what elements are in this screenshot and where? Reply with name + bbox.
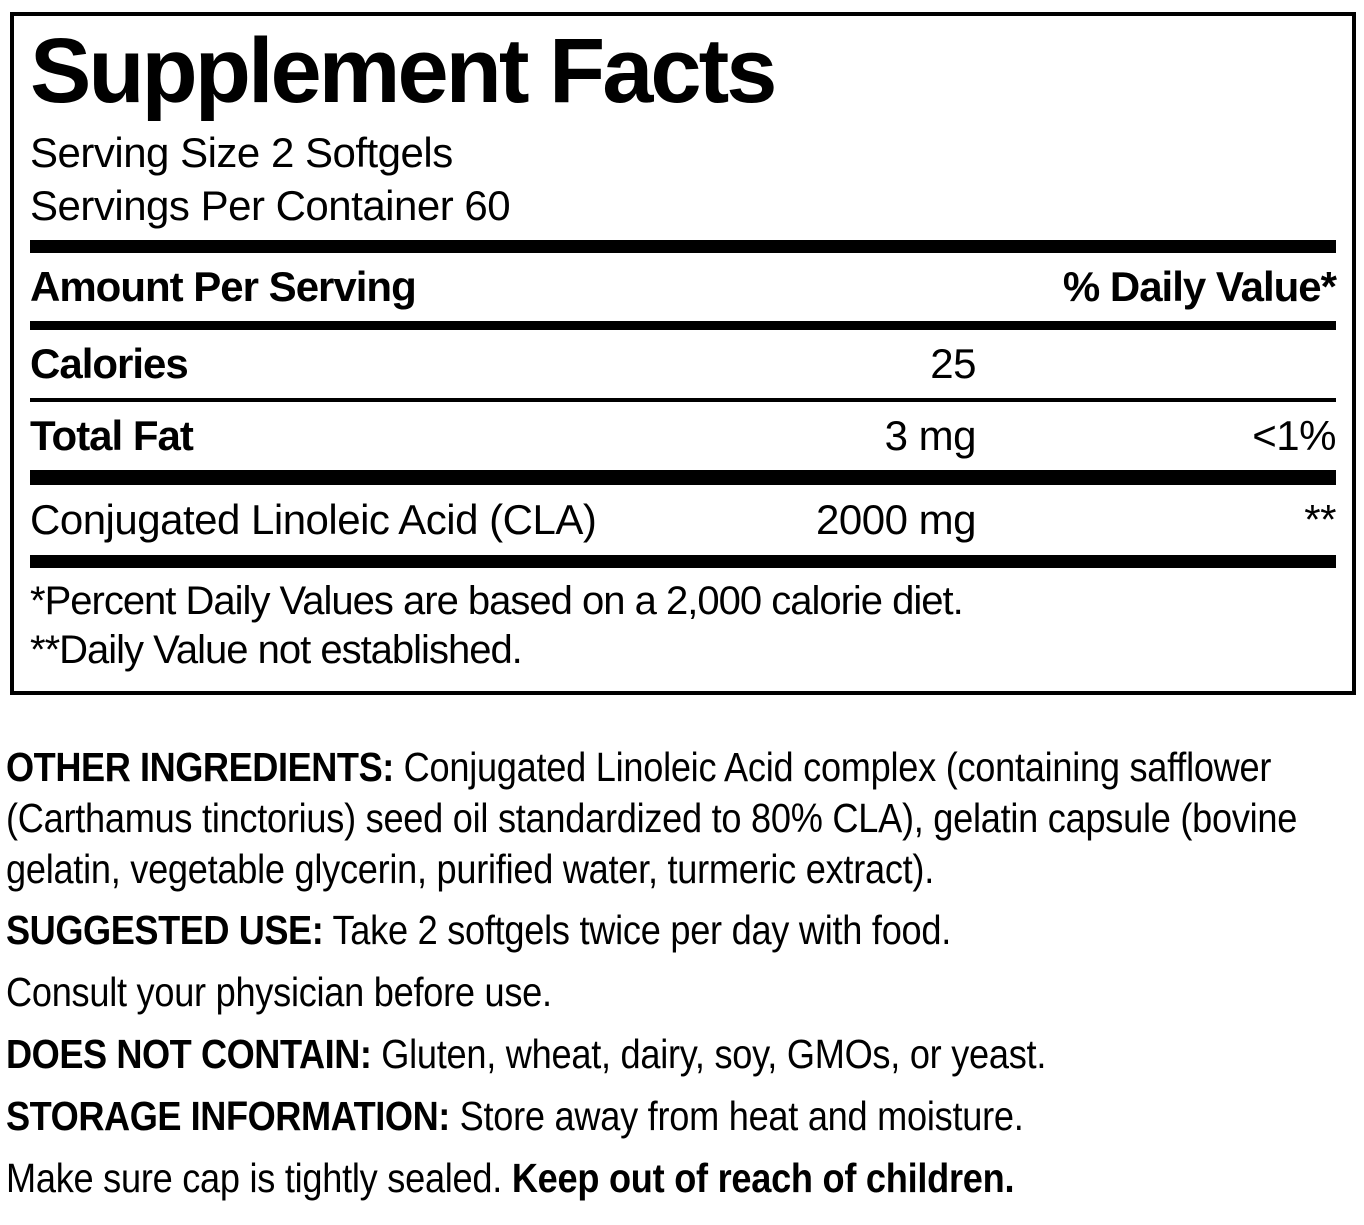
- nutrient-dv: **: [1304, 496, 1336, 544]
- storage-information-section: STORAGE INFORMATION: Store away from hea…: [6, 1091, 1364, 1142]
- divider-heavy: [30, 470, 1336, 486]
- other-ingredients-section: OTHER INGREDIENTS: Conjugated Linoleic A…: [6, 742, 1364, 894]
- nutrient-dv: <1%: [1252, 412, 1336, 460]
- storage-information-label: STORAGE INFORMATION:: [6, 1092, 450, 1139]
- other-ingredients-text: Conjugated Linoleic Acid complex (contai…: [6, 744, 1298, 892]
- does-not-contain-section: DOES NOT CONTAIN: Gluten, wheat, dairy, …: [6, 1029, 1364, 1080]
- divider-heavy: [30, 240, 1336, 254]
- keep-out-of-reach-warning: Keep out of reach of children.: [511, 1154, 1015, 1201]
- nutrient-name: Total Fat: [30, 412, 194, 460]
- footnote-dv-not-established: **Daily Value not established.: [30, 628, 523, 673]
- divider-heavy: [30, 555, 1336, 569]
- suggested-use-text: Take 2 softgels twice per day with food.: [332, 907, 952, 954]
- does-not-contain-label: DOES NOT CONTAIN:: [6, 1031, 372, 1078]
- storage-information-text: Store away from heat and moisture.: [459, 1092, 1024, 1139]
- divider-medium: [30, 321, 1336, 331]
- nutrient-name: Conjugated Linoleic Acid (CLA): [30, 496, 597, 544]
- does-not-contain-text: Gluten, wheat, dairy, soy, GMOs, or yeas…: [381, 1031, 1047, 1078]
- info-sections: OTHER INGREDIENTS: Conjugated Linoleic A…: [6, 742, 1364, 1215]
- table-row: Conjugated Linoleic Acid (CLA) 2000 mg *…: [30, 485, 1337, 555]
- footnote-daily-values: *Percent Daily Values are based on a 2,0…: [30, 579, 964, 624]
- servings-per-container: Servings Per Container 60: [30, 181, 511, 229]
- daily-value-header: % Daily Value*: [1062, 263, 1337, 311]
- suggested-use-label: SUGGESTED USE:: [6, 907, 324, 954]
- other-ingredients-label: OTHER INGREDIENTS:: [6, 744, 394, 790]
- storage-information-text2: Make sure cap is tightly sealed.: [6, 1154, 512, 1201]
- suggested-use-text-line2: Consult your physician before use.: [6, 969, 552, 1016]
- nutrient-amount: 25: [930, 340, 976, 388]
- nutrient-amount: 2000 mg: [816, 496, 976, 544]
- table-row: Total Fat 3 mg <1%: [30, 402, 1337, 470]
- suggested-use-section: SUGGESTED USE: Take 2 softgels twice per…: [6, 905, 1364, 956]
- supplement-facts-panel: Supplement Facts Serving Size 2 Softgels…: [10, 12, 1356, 695]
- amount-per-serving-header: Amount Per Serving: [30, 263, 417, 311]
- nutrient-name: Calories: [30, 340, 189, 388]
- panel-title: Supplement Facts: [30, 20, 777, 122]
- divider-thin: [30, 398, 1336, 403]
- nutrient-amount: 3 mg: [884, 412, 977, 460]
- storage-information-line2: Make sure cap is tightly sealed. Keep ou…: [6, 1153, 1364, 1204]
- panel-header-row: Amount Per Serving % Daily Value*: [30, 253, 1337, 321]
- serving-size: Serving Size 2 Softgels: [30, 129, 453, 177]
- table-row: Calories 25: [30, 330, 1336, 398]
